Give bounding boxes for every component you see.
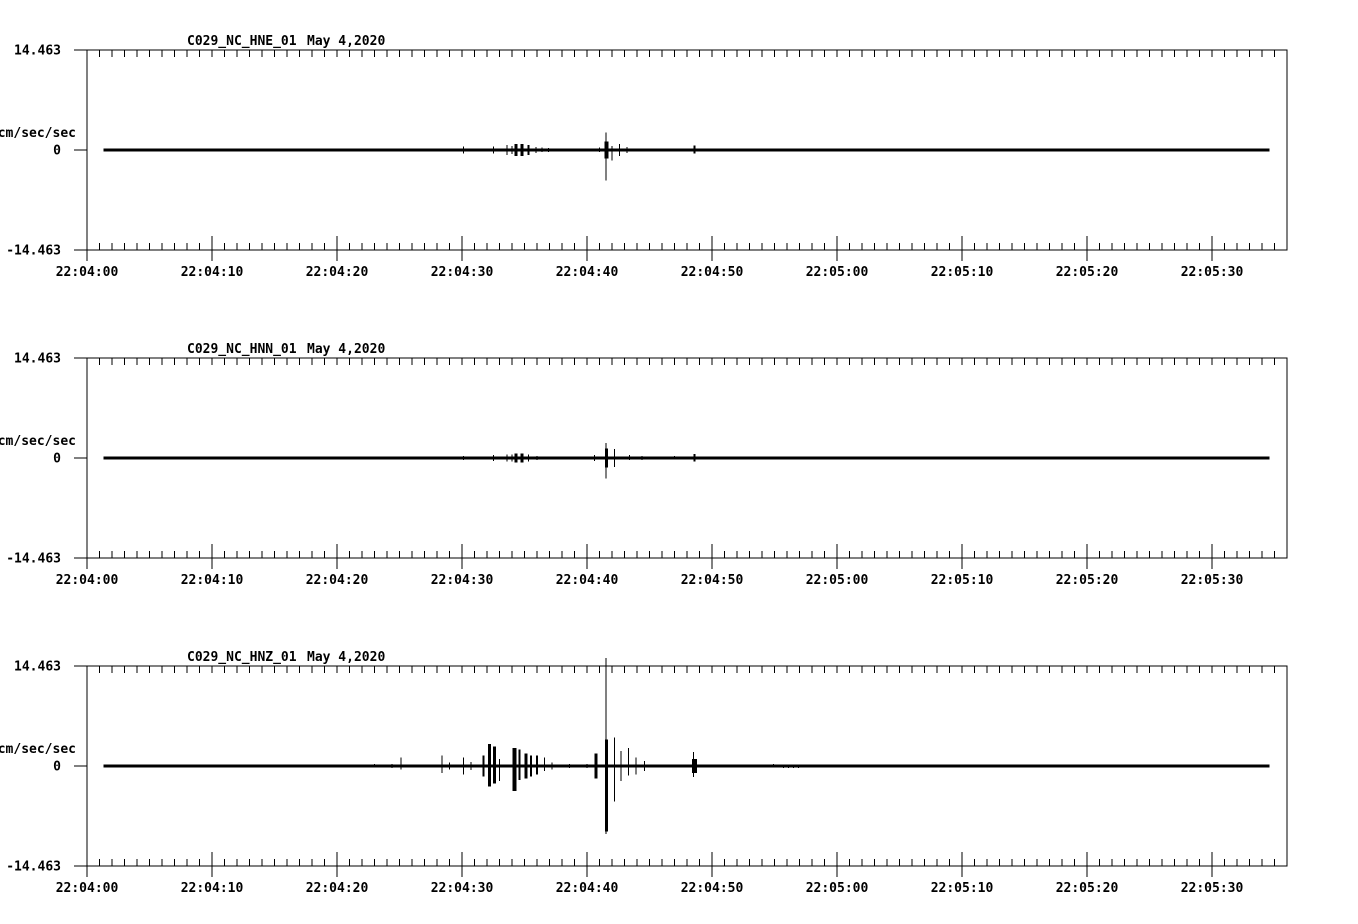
- x-tick-label: 22:05:10: [931, 265, 994, 280]
- x-tick-label: 22:05:00: [806, 265, 869, 280]
- x-tick-label: 22:04:20: [306, 573, 369, 588]
- x-tick-label: 22:04:20: [306, 265, 369, 280]
- y-min-label: -14.463: [6, 244, 61, 259]
- x-tick-label: 22:05:20: [1056, 265, 1119, 280]
- x-tick-label: 22:04:00: [56, 881, 119, 896]
- x-tick-label: 22:04:00: [56, 573, 119, 588]
- x-tick-label: 22:04:40: [556, 573, 619, 588]
- x-tick-label: 22:04:10: [181, 265, 244, 280]
- y-unit-label: cm/sec/sec: [0, 434, 76, 449]
- y-zero-label: 0: [53, 144, 61, 159]
- x-tick-label: 22:04:40: [556, 881, 619, 896]
- x-tick-label: 22:04:10: [181, 881, 244, 896]
- x-tick-label: 22:04:20: [306, 881, 369, 896]
- y-max-label: 14.463: [14, 660, 61, 675]
- x-tick-label: 22:05:00: [806, 573, 869, 588]
- x-tick-label: 22:04:50: [681, 265, 744, 280]
- x-tick-label: 22:05:10: [931, 573, 994, 588]
- x-tick-label: 22:05:20: [1056, 573, 1119, 588]
- panel-title-station: C029_NC_HNE_01: [187, 34, 297, 49]
- waveform-trace: [103, 442, 1270, 479]
- waveform-trace: [103, 658, 1270, 834]
- x-tick-label: 22:05:20: [1056, 881, 1119, 896]
- x-tick-label: 22:05:10: [931, 881, 994, 896]
- x-tick-label: 22:04:30: [431, 573, 494, 588]
- waveform-panel-C029_NC_HNZ_01: 14.463 cm/sec/sec 0 -14.463 C029_NC_HNZ_01 Ma…: [0, 650, 1288, 896]
- waveform-trace: [103, 132, 1270, 181]
- y-unit-label: cm/sec/sec: [0, 126, 76, 141]
- y-min-label: -14.463: [6, 552, 61, 567]
- panel-title-station: C029_NC_HNN_01: [187, 342, 297, 357]
- x-tick-label: 22:04:10: [181, 573, 244, 588]
- y-max-label: 14.463: [14, 352, 61, 367]
- x-tick-label: 22:04:00: [56, 265, 119, 280]
- y-zero-label: 0: [53, 760, 61, 775]
- panel-title-station: C029_NC_HNZ_01: [187, 650, 297, 665]
- x-tick-label: 22:05:30: [1181, 265, 1244, 280]
- y-max-label: 14.463: [14, 44, 61, 59]
- x-tick-label: 22:04:30: [431, 881, 494, 896]
- panel-title-date: May 4,2020: [307, 342, 385, 357]
- x-tick-label: 22:04:50: [681, 573, 744, 588]
- panel-title-date: May 4,2020: [307, 650, 385, 665]
- x-tick-label: 22:04:50: [681, 881, 744, 896]
- x-tick-label: 22:05:30: [1181, 881, 1244, 896]
- x-tick-label: 22:05:00: [806, 881, 869, 896]
- waveform-panel-C029_NC_HNN_01: 14.463 cm/sec/sec 0 -14.463 C029_NC_HNN_01 Ma…: [0, 342, 1288, 588]
- x-tick-label: 22:04:40: [556, 265, 619, 280]
- waveform-panel-C029_NC_HNE_01: 14.463 cm/sec/sec 0 -14.463 C029_NC_HNE_01 Ma…: [0, 34, 1288, 280]
- x-tick-label: 22:05:30: [1181, 573, 1244, 588]
- y-zero-label: 0: [53, 452, 61, 467]
- x-tick-label: 22:04:30: [431, 265, 494, 280]
- panel-title-date: May 4,2020: [307, 34, 385, 49]
- y-min-label: -14.463: [6, 860, 61, 875]
- y-unit-label: cm/sec/sec: [0, 742, 76, 757]
